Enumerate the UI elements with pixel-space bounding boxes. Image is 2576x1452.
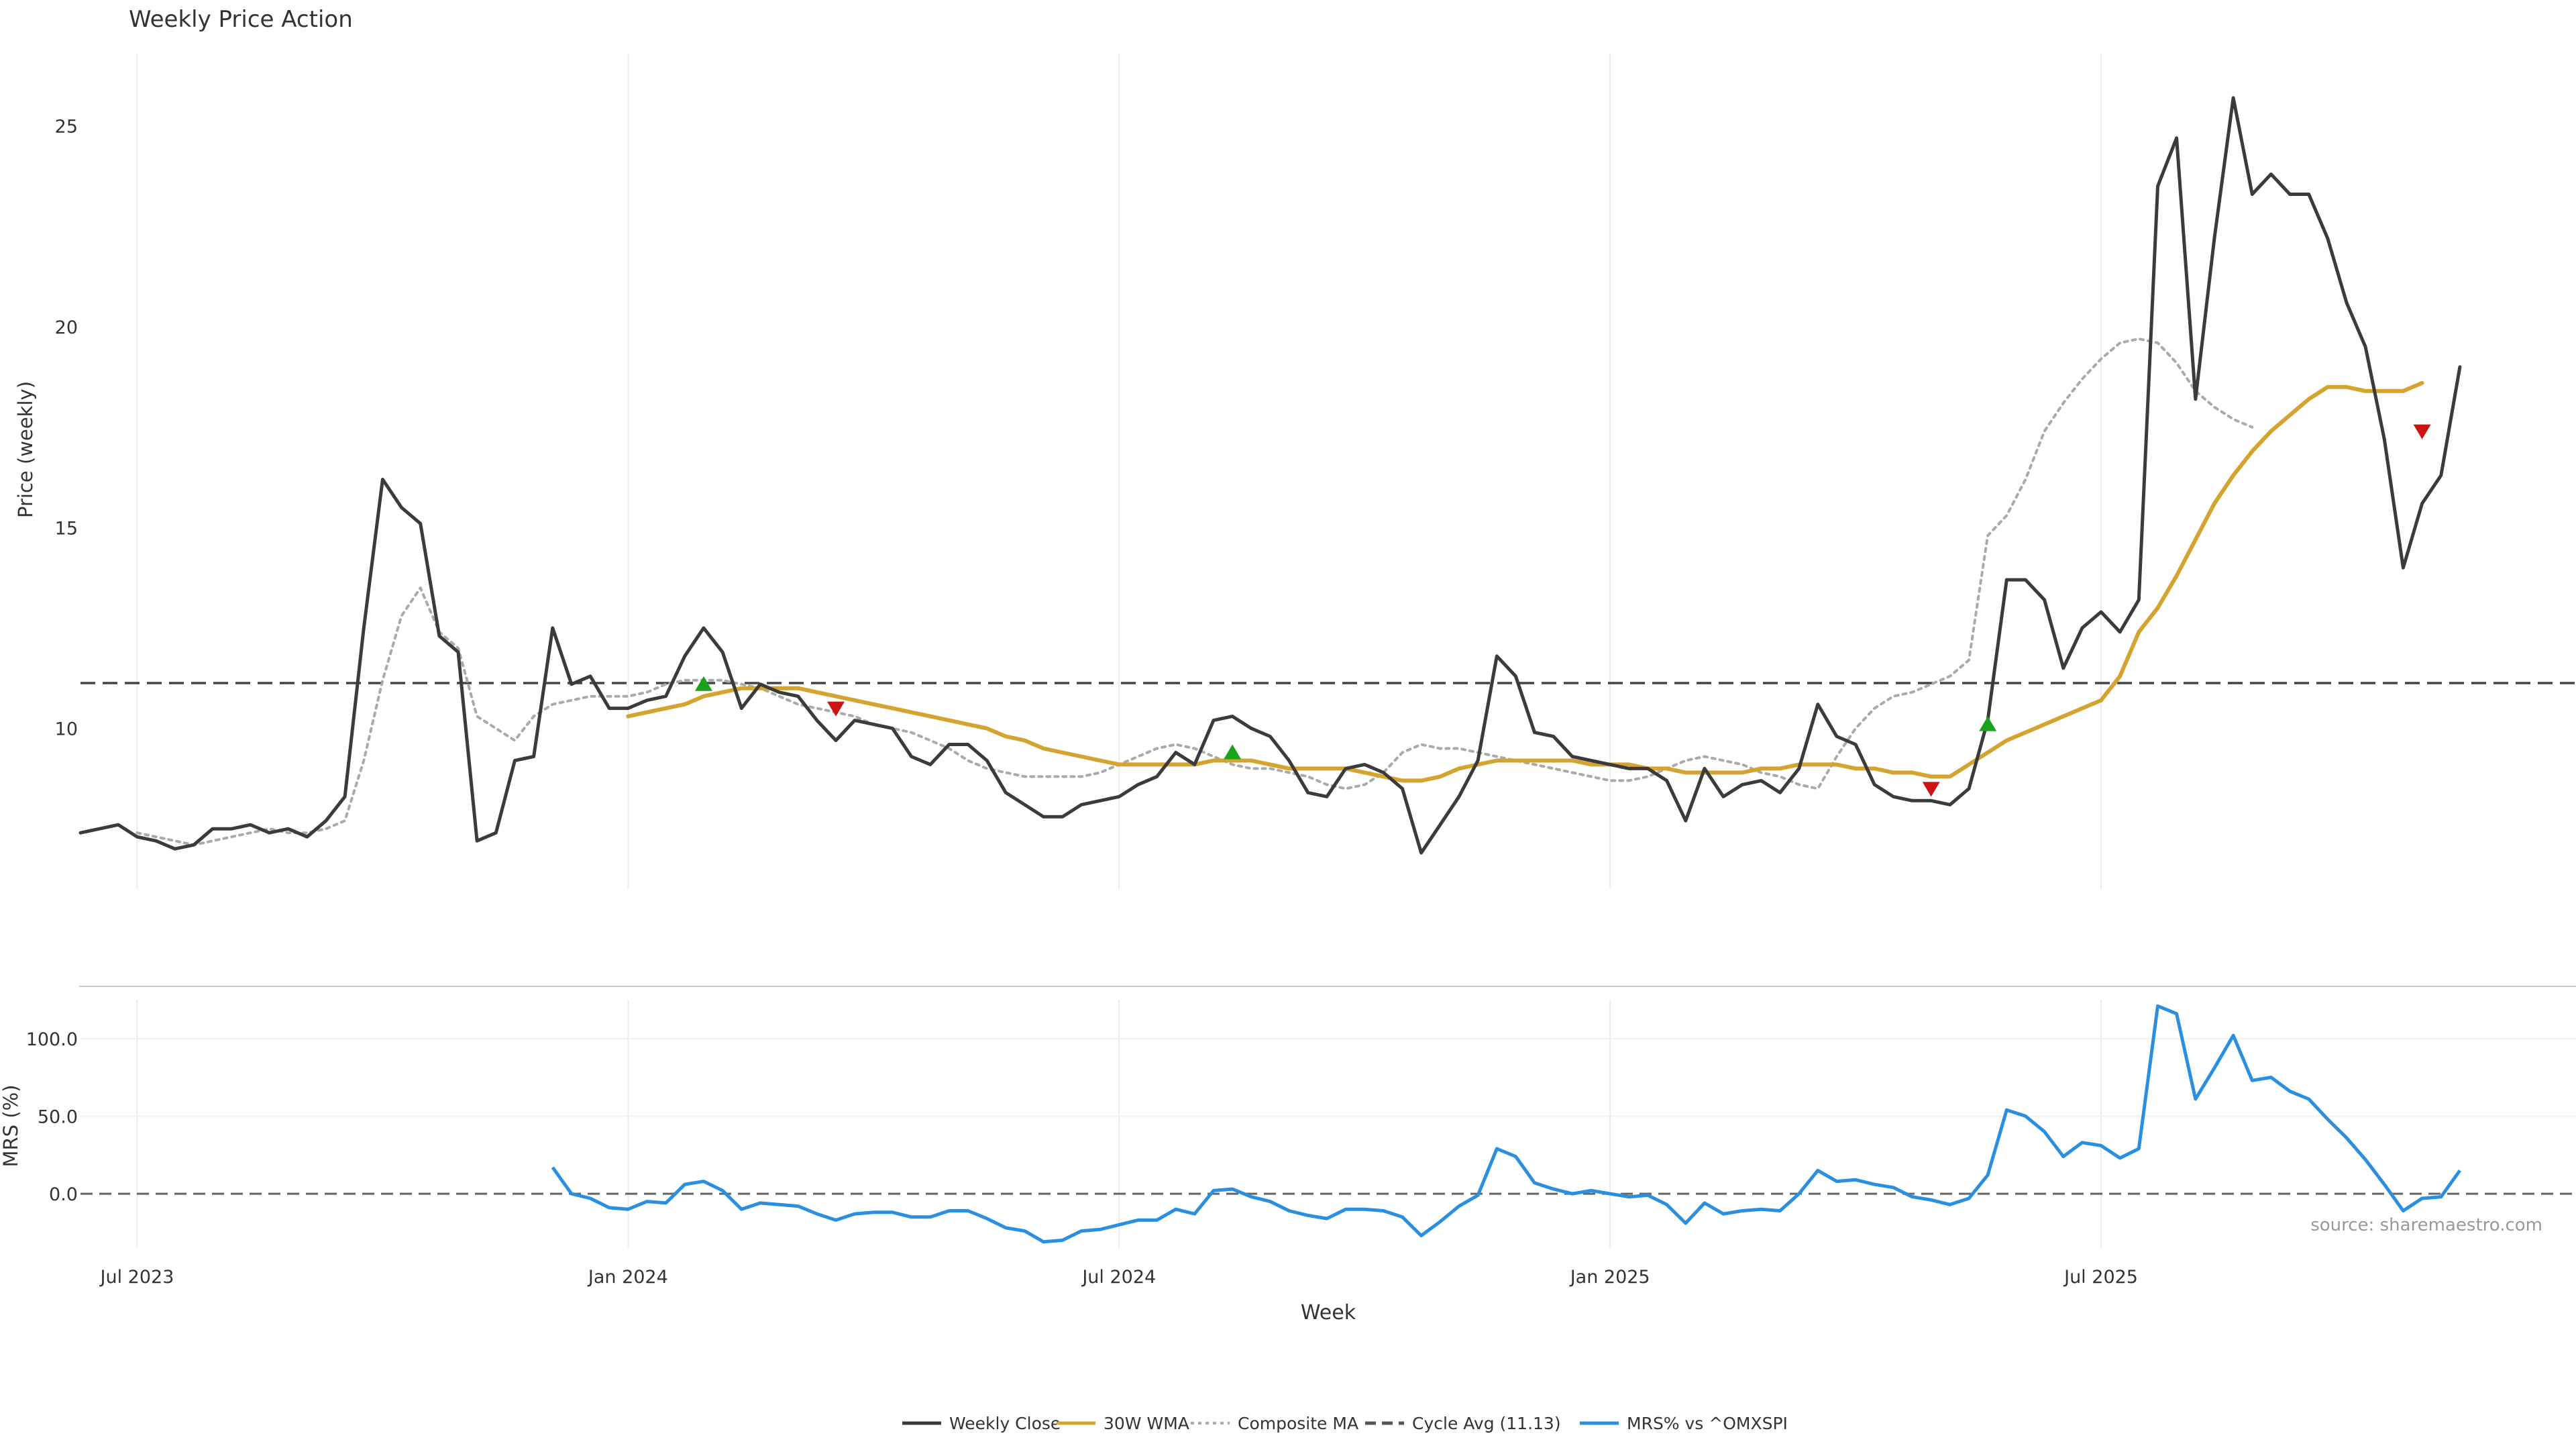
legend-item-composite-ma: Composite MA [1191,1414,1358,1433]
legend-item-cycle-avg-11-13: Cycle Avg (11.13) [1365,1414,1561,1433]
mrs-grid [80,1000,2576,1248]
price-y-tick-label: 25 [55,117,78,138]
mrs-y-axis: 0.0 50.0 100.0 [26,1029,78,1205]
x-tick-label: Jan 2025 [1569,1267,1650,1288]
series-weekly-close [78,96,2462,855]
signal-markers [694,424,2431,797]
legend-label: Cycle Avg (11.13) [1412,1414,1561,1433]
sell-signal-marker [2413,424,2431,439]
x-tick-label: Jul 2023 [99,1267,174,1288]
series-mrs-vs-omxspi [551,1004,2461,1244]
price-y-tick-label: 20 [55,317,78,338]
mrs-y-tick-label: 100.0 [26,1029,78,1050]
legend: Weekly Close 30W WMA Composite MA Cycle Avg… [902,1414,1788,1433]
x-axis-label: Week [1301,1301,1356,1325]
price-y-tick-label: 15 [55,518,78,539]
x-axis: Jul 2023 Jan 2024 Jul 2024 Jan 2025 Jul 2025 [99,1267,2138,1288]
series-30w-wma [626,380,2424,783]
mrs-y-tick-label: 50.0 [38,1106,78,1127]
price-y-axis-label: Price (weekly) [14,381,37,518]
legend-item-mrs-vs-omxspi: MRS% vs ^OMXSPI [1580,1414,1788,1433]
mrs-y-tick-label: 0.0 [49,1184,78,1205]
x-tick-label: Jul 2025 [2063,1267,2138,1288]
legend-label: 30W WMA [1104,1414,1189,1433]
price-grid [136,54,2102,889]
x-tick-label: Jan 2024 [587,1267,668,1288]
mrs-y-axis-label: MRS (%) [0,1085,22,1168]
series-composite-ma [136,338,2254,847]
legend-label: Composite MA [1238,1414,1358,1433]
legend-item-30w-wma: 30W WMA [1057,1414,1189,1433]
buy-signal-marker [1224,744,1242,760]
price-y-axis: 10 15 20 25 [55,117,78,740]
chart-title: Weekly Price Action [129,6,353,33]
buy-signal-marker [1979,716,1997,731]
mrs-series-group [551,1004,2461,1244]
legend-label: Weekly Close [949,1414,1061,1433]
price-series-group [78,96,2462,855]
buy-signal-marker [694,676,712,691]
x-tick-label: Jul 2024 [1081,1267,1156,1288]
source-note: source: sharemaestro.com [2310,1215,2542,1235]
sell-signal-marker [1922,782,1940,797]
price-y-tick-label: 10 [55,719,78,740]
legend-item-weekly-close: Weekly Close [902,1414,1061,1433]
sell-signal-marker [827,701,845,717]
legend-label: MRS% vs ^OMXSPI [1627,1414,1788,1433]
